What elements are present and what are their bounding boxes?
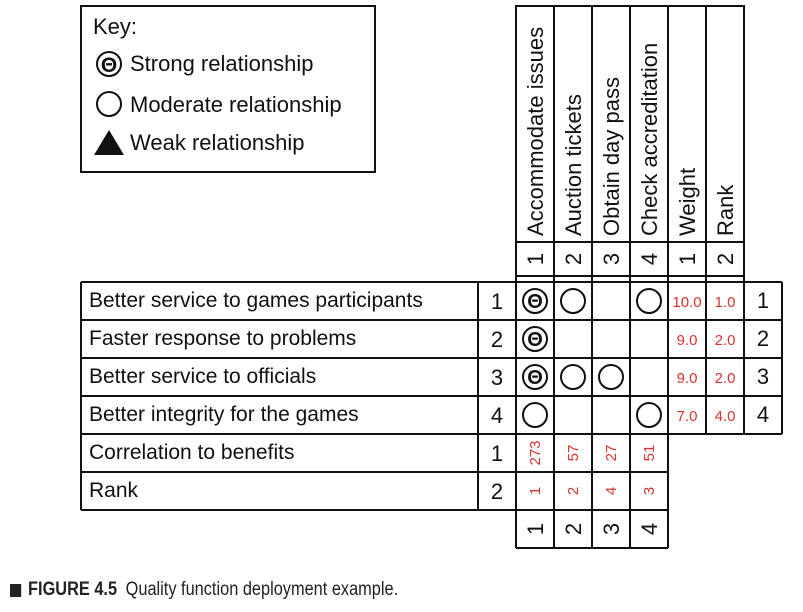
column-header-obtain-day-pass: Obtain day pass bbox=[599, 77, 624, 236]
row-label: Faster response to problems bbox=[89, 327, 356, 350]
weight-value: 9.0 bbox=[677, 332, 698, 349]
moderate-relationship-icon bbox=[522, 402, 548, 428]
correlation-value: 273 bbox=[527, 440, 544, 465]
column-number: 1 bbox=[523, 253, 548, 265]
rank-value: 2.0 bbox=[715, 332, 736, 349]
final-rank: 4 bbox=[757, 402, 769, 427]
qfd-diagram: Key: Θ Strong relationship Moderate rela… bbox=[80, 5, 783, 549]
rank-value: 2.0 bbox=[715, 370, 736, 387]
final-rank: 3 bbox=[757, 364, 769, 389]
column-header-accommodate-issues: Accommodate issues bbox=[523, 27, 548, 236]
moderate-relationship-icon bbox=[598, 364, 624, 390]
weight-rank-values: 10.0 1.0 1 9.0 2.0 2 9.0 2.0 3 7.0 4.0 4 bbox=[672, 288, 769, 427]
summary-row-label: Rank bbox=[89, 479, 139, 502]
strong-relationship-icon bbox=[522, 326, 548, 352]
strong-symbol: Θ bbox=[527, 367, 543, 389]
relationship-cells: ΘΘΘ bbox=[522, 288, 662, 428]
correlation-value: 27 bbox=[603, 445, 620, 462]
column-number: 4 bbox=[637, 253, 662, 265]
row-label: Better service to officials bbox=[89, 365, 316, 388]
summary-values: 273 57 27 51 1 2 4 3 bbox=[527, 440, 658, 495]
final-rank: 2 bbox=[757, 326, 769, 351]
bottom-number: 2 bbox=[561, 523, 586, 535]
benefit-rank-value: 4 bbox=[603, 487, 620, 495]
weight-value: 9.0 bbox=[677, 370, 698, 387]
moderate-relationship-icon bbox=[560, 364, 586, 390]
column-number: 1 bbox=[675, 253, 700, 265]
strong-symbol: Θ bbox=[527, 329, 543, 351]
rank-value: 4.0 bbox=[715, 408, 736, 425]
benefit-rank-value: 3 bbox=[641, 487, 658, 495]
bottom-number: 4 bbox=[637, 523, 662, 535]
row-number: 3 bbox=[491, 365, 503, 390]
row-label: Better service to games participants bbox=[89, 289, 423, 312]
column-header-auction-tickets: Auction tickets bbox=[561, 94, 586, 236]
figure-label: FIGURE 4.5 bbox=[28, 579, 118, 600]
moderate-relationship-icon bbox=[560, 288, 586, 314]
caption-square-icon bbox=[10, 583, 22, 597]
moderate-relationship-icon bbox=[636, 288, 662, 314]
strong-relationship-icon bbox=[522, 288, 548, 314]
row-number: 1 bbox=[491, 441, 503, 466]
weight-value: 7.0 bbox=[677, 408, 698, 425]
strong-symbol: Θ bbox=[101, 54, 117, 77]
row-number: 4 bbox=[491, 403, 503, 428]
weak-relationship-icon bbox=[94, 130, 124, 155]
legend-key: Key: Θ Strong relationship Moderate rela… bbox=[80, 5, 376, 173]
final-rank: 1 bbox=[757, 288, 769, 313]
moderate-relationship-icon bbox=[636, 402, 662, 428]
bottom-column-numbers: 1 2 3 4 bbox=[523, 523, 662, 535]
legend-strong-label: Strong relationship bbox=[130, 51, 313, 76]
row-labels: Better service to games participants 1 F… bbox=[89, 289, 503, 504]
bottom-number: 1 bbox=[523, 523, 548, 535]
row-number: 2 bbox=[491, 479, 503, 504]
column-number: 2 bbox=[713, 253, 738, 265]
strong-symbol: Θ bbox=[527, 291, 543, 313]
benefit-rank-value: 1 bbox=[527, 487, 544, 495]
row-label: Better integrity for the games bbox=[89, 403, 359, 426]
correlation-value: 57 bbox=[565, 445, 582, 462]
benefit-rank-value: 2 bbox=[565, 487, 582, 495]
figure-caption: FIGURE 4.5 Quality function deployment e… bbox=[10, 575, 398, 605]
legend-title: Key: bbox=[93, 14, 137, 39]
column-header-check-accreditation: Check accreditation bbox=[637, 43, 662, 236]
caption-text: Quality function deployment example. bbox=[125, 579, 399, 600]
column-header-weight: Weight bbox=[675, 168, 700, 236]
bottom-number: 3 bbox=[599, 523, 624, 535]
column-number: 2 bbox=[561, 253, 586, 265]
weight-value: 10.0 bbox=[672, 294, 701, 311]
summary-row-label: Correlation to benefits bbox=[89, 441, 294, 464]
column-header-rank: Rank bbox=[713, 184, 738, 236]
rank-value: 1.0 bbox=[715, 294, 736, 311]
column-header: Accommodate issues Auction tickets Obtai… bbox=[515, 5, 745, 276]
row-number: 1 bbox=[491, 289, 503, 314]
strong-relationship-icon bbox=[96, 51, 122, 77]
matrix-grid bbox=[80, 275, 783, 549]
row-number: 2 bbox=[491, 327, 503, 352]
column-number: 3 bbox=[599, 253, 624, 265]
legend-box bbox=[80, 5, 376, 173]
moderate-relationship-icon bbox=[96, 91, 122, 117]
strong-relationship-icon bbox=[522, 364, 548, 390]
correlation-value: 51 bbox=[641, 445, 658, 462]
legend-weak-label: Weak relationship bbox=[130, 130, 304, 155]
legend-moderate-label: Moderate relationship bbox=[130, 92, 342, 117]
